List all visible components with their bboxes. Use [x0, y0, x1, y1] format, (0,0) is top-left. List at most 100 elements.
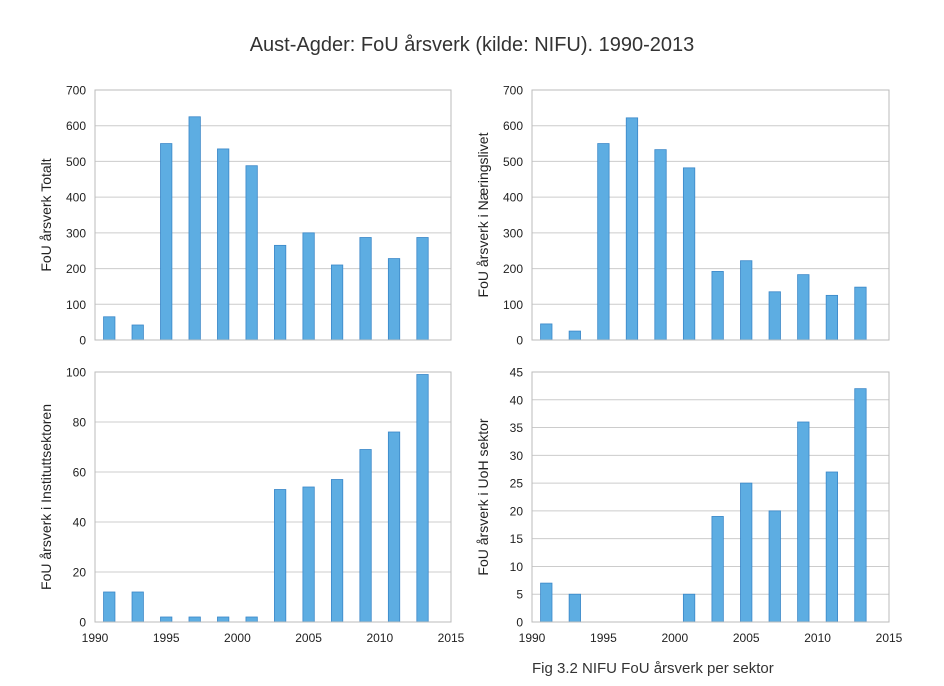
bar	[416, 374, 429, 623]
y-tick-label: 60	[73, 466, 87, 480]
bar	[160, 143, 173, 341]
bar	[274, 489, 287, 623]
bar	[302, 232, 315, 341]
y-axis-label: FoU årsverk i Næringslivet	[475, 132, 491, 297]
bar	[387, 258, 401, 341]
x-tick-label: 1995	[153, 631, 180, 645]
bar	[540, 582, 553, 623]
y-tick-label: 40	[510, 393, 524, 407]
y-axis-label: FoU årsverk i UoH sektor	[475, 418, 491, 575]
y-tick-label: 25	[510, 477, 524, 491]
bar	[682, 167, 696, 341]
y-tick-label: 30	[510, 449, 524, 463]
chart-panel-4: 0 5 10 15 20 25 30 35 40 45 1990 1995 2000 2005 2010 20…	[475, 366, 903, 646]
y-tick-label: 100	[66, 298, 86, 312]
bar	[797, 274, 810, 341]
bar	[597, 143, 610, 341]
axes-frame	[531, 89, 890, 341]
y-tick-label: 0	[516, 616, 523, 630]
bar	[854, 388, 867, 623]
figure-caption: Fig 3.2 NIFU FoU årsverk per sektor	[532, 660, 774, 677]
x-tick-label: 1990	[519, 631, 546, 645]
bar	[568, 593, 581, 623]
bar	[359, 449, 372, 623]
y-tick-label: 0	[79, 616, 86, 630]
x-tick-label: 2010	[804, 631, 831, 645]
y-tick-label: 80	[73, 416, 87, 430]
bar	[654, 149, 667, 341]
y-tick-label: 300	[503, 226, 523, 240]
bar	[217, 616, 230, 623]
bar	[797, 421, 810, 623]
figure-title: Aust-Agder: FoU årsverk (kilde: NIFU). 1…	[249, 34, 695, 56]
bar	[330, 479, 344, 623]
y-tick-label: 40	[73, 516, 87, 530]
bar	[825, 294, 838, 341]
y-tick-label: 5	[516, 588, 523, 602]
bar	[387, 431, 401, 623]
bar	[768, 291, 781, 341]
x-tick-label: 2000	[661, 631, 688, 645]
bar	[131, 324, 144, 341]
y-tick-label: 10	[510, 560, 524, 574]
y-tick-label: 200	[66, 262, 86, 276]
y-tick-label: 600	[503, 119, 523, 133]
bar	[302, 486, 315, 623]
y-tick-label: 500	[503, 155, 523, 169]
bar	[854, 286, 867, 341]
y-tick-label: 35	[510, 421, 524, 435]
bar	[330, 264, 344, 341]
x-tick-label: 2005	[295, 631, 322, 645]
bar	[217, 148, 230, 341]
y-tick-label: 600	[66, 119, 86, 133]
bar	[188, 116, 201, 341]
bar	[711, 271, 724, 341]
x-tick-label: 2000	[224, 631, 251, 645]
y-tick-label: 20	[510, 504, 524, 518]
bar	[103, 591, 116, 623]
bar	[245, 165, 258, 341]
bar	[740, 260, 753, 341]
y-axis-label: FoU årsverk Totalt	[38, 158, 54, 271]
x-tick-label: 2005	[733, 631, 760, 645]
y-tick-label: 500	[66, 155, 86, 169]
bar	[740, 482, 753, 623]
y-tick-label: 300	[66, 226, 86, 240]
chart-panel-2: 0 100 200 300 400 500 600 700 FoU årsverk i Næri…	[475, 84, 890, 348]
y-tick-label: 700	[66, 84, 86, 98]
bar	[274, 244, 287, 341]
axes-frame	[531, 371, 890, 623]
bar	[682, 593, 696, 623]
axes-frame	[94, 371, 452, 623]
x-tick-label: 2015	[876, 631, 903, 645]
bar	[131, 591, 144, 623]
bar	[160, 616, 173, 623]
y-axis-label: FoU årsverk i Instituttsektoren	[38, 404, 54, 590]
bar	[103, 316, 116, 341]
y-tick-label: 0	[79, 334, 86, 348]
bar	[188, 616, 201, 623]
y-tick-label: 200	[503, 262, 523, 276]
bar	[540, 323, 553, 341]
x-tick-label: 2015	[438, 631, 465, 645]
bar	[625, 117, 639, 341]
x-tick-label: 1990	[82, 631, 109, 645]
y-tick-label: 400	[66, 191, 86, 205]
y-tick-label: 45	[510, 366, 524, 380]
bar	[568, 330, 581, 341]
bar	[825, 471, 838, 623]
x-tick-label: 1995	[590, 631, 617, 645]
bar	[245, 616, 258, 623]
bar	[711, 516, 724, 623]
axes-frame	[94, 89, 452, 341]
y-tick-label: 400	[503, 191, 523, 205]
bar	[768, 510, 781, 623]
y-tick-label: 100	[66, 366, 86, 380]
bar	[416, 237, 429, 341]
x-tick-label: 2010	[366, 631, 393, 645]
y-tick-label: 700	[503, 84, 523, 98]
chart-panel-3: 0 20 40 60 80 100 1990 1995 2000 2005 2010 2015 FoU …	[38, 366, 465, 646]
y-tick-label: 20	[73, 566, 87, 580]
y-tick-label: 100	[503, 298, 523, 312]
y-tick-label: 15	[510, 532, 524, 546]
